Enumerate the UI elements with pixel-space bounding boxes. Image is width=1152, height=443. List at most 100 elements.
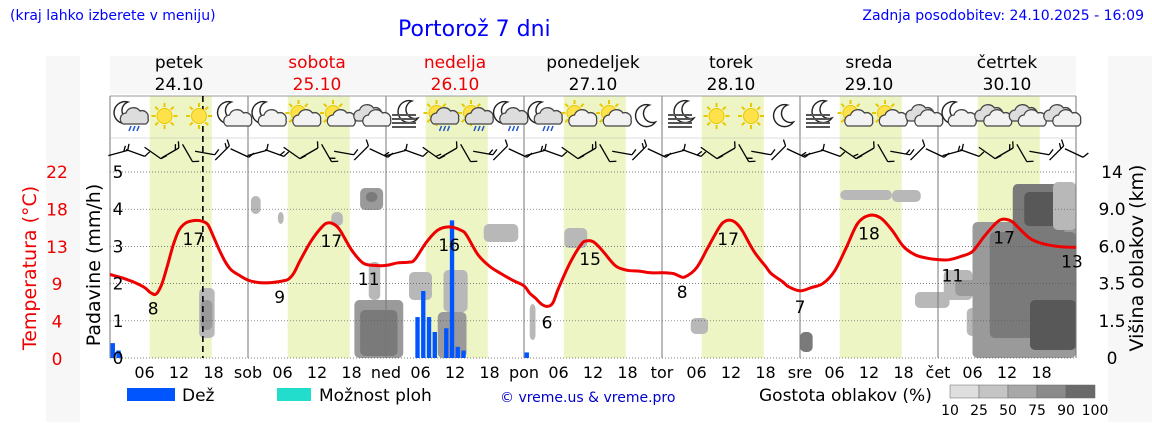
hour-tick-label: 06 [410, 363, 430, 382]
temperature-label: 7 [795, 298, 806, 318]
day-date: 25.10 [293, 75, 342, 95]
temperature-label: 11 [942, 267, 964, 287]
wind-barb [664, 143, 686, 157]
weather-moon-rain-icon [492, 100, 529, 132]
weather-moon-cloud-icon [216, 100, 253, 127]
wind-barb [369, 148, 394, 158]
wind-barb [181, 144, 200, 163]
daylight-band [701, 96, 764, 358]
last-update: Zadnja posodobitev: 24.10.2025 - 16:09 [862, 8, 1144, 24]
temperature-tick: 9 [52, 275, 63, 295]
density-swatch [1065, 384, 1096, 399]
temperature-label: 8 [148, 299, 159, 319]
temperature-label: 17 [993, 229, 1015, 249]
daylight-band [287, 96, 350, 358]
hour-tick-label: 18 [1031, 363, 1051, 382]
cloud-patch [1030, 300, 1076, 350]
day-short-label: čet [926, 363, 951, 382]
wind-barb [890, 148, 915, 156]
weather-sun-icon [738, 103, 764, 129]
precipitation-bar [461, 350, 466, 358]
weather-cloudy-icon [974, 104, 1013, 127]
cloud-height-axis: 14 9.0 6.0 3.5 1.5 0 Višina oblakov (km) [1098, 163, 1148, 369]
hour-tick-label: 12 [307, 363, 327, 382]
cloud-patch [483, 224, 519, 242]
cloud-patch [690, 318, 708, 334]
wind-barb [439, 141, 458, 159]
day-name: torek [709, 53, 753, 73]
temperature-label: 15 [579, 250, 601, 270]
storm-legend-swatch [277, 388, 311, 401]
precipitation-tick: 0 [113, 349, 124, 369]
precipitation-bar [421, 291, 426, 358]
day-short-label: sob [234, 363, 262, 382]
cloud-patch [529, 304, 536, 340]
wind-barb [856, 141, 875, 159]
cloud-patch [360, 310, 398, 356]
weather-sun-cloud-icon [285, 100, 322, 127]
temperature-label: 13 [1061, 252, 1083, 272]
day-name: nedelja [424, 53, 486, 73]
cloud-patch [409, 272, 432, 300]
weather-sun-rain-icon [458, 100, 494, 132]
weather-sun-cloud-icon [320, 100, 356, 127]
wind-barb [321, 144, 339, 163]
density-step-label: 25 [970, 403, 988, 419]
temperature-tick: 0 [52, 350, 63, 370]
wind-barb [353, 139, 370, 161]
hour-tick-label: 12 [583, 363, 603, 382]
temperature-label: 17 [321, 232, 343, 252]
cloud-patch [443, 270, 468, 312]
day-name: ponedeljek [546, 53, 640, 73]
wind-barb [821, 148, 846, 158]
region-menu-hint[interactable]: (kraj lahko izberete v meniju) [10, 8, 216, 24]
wind-barb [492, 139, 509, 161]
hour-tick-label: 06 [824, 363, 844, 382]
weather-moon-rain-icon [113, 100, 149, 132]
rain-legend-label: Dež [182, 386, 215, 406]
precipitation-bar [110, 343, 115, 358]
weather-sun-cloud-icon [596, 100, 632, 127]
temperature-label: 17 [717, 230, 739, 250]
hour-tick-label: 18 [479, 363, 499, 382]
weather-sun-rain-icon [423, 100, 460, 132]
wind-barb [599, 144, 617, 163]
weather-cloudy-icon [353, 104, 392, 127]
temperature-labels: 8 17 9 17 11 16 6 15 8 17 7 18 11 17 13 [148, 224, 1083, 333]
wind-barb [542, 148, 568, 158]
wind-barb [681, 148, 707, 158]
density-step-label: 50 [999, 403, 1017, 419]
cloud-patch [331, 212, 343, 226]
wind-barb [1049, 139, 1065, 161]
hour-tick-label: 18 [617, 363, 637, 382]
hour-tick-label: 12 [445, 363, 465, 382]
daylight-band [563, 96, 626, 358]
precipitation-tick: 2 [113, 275, 124, 295]
wind-barb [717, 141, 736, 159]
wind-barb [910, 139, 926, 161]
cloud-patch [892, 190, 921, 202]
left-axis-panel [46, 56, 80, 422]
wind-barb [751, 148, 776, 156]
weather-moon-icon [772, 103, 796, 128]
density-swatch [978, 384, 1009, 399]
wind-barbs [108, 139, 1089, 163]
cloud-height-tick: 3.5 [1098, 275, 1125, 295]
precipitation-bars [110, 220, 529, 358]
hour-tick-label: 18 [755, 363, 775, 382]
precipitation-bar [444, 328, 449, 358]
wind-barb [508, 148, 533, 158]
day-name: sobota [288, 53, 346, 73]
day-date: 24.10 [155, 75, 204, 95]
wind-barb [230, 148, 255, 158]
wind-barb [770, 139, 787, 161]
day-name: četrtek [977, 53, 1038, 73]
cloud-patch [368, 262, 381, 300]
wind-barb [803, 143, 825, 157]
wind-barb [578, 141, 597, 159]
cloud-patch [800, 332, 813, 352]
temperature-label: 8 [677, 283, 688, 303]
weather-sun-icon [151, 103, 178, 129]
weather-moon-icon [634, 103, 658, 128]
